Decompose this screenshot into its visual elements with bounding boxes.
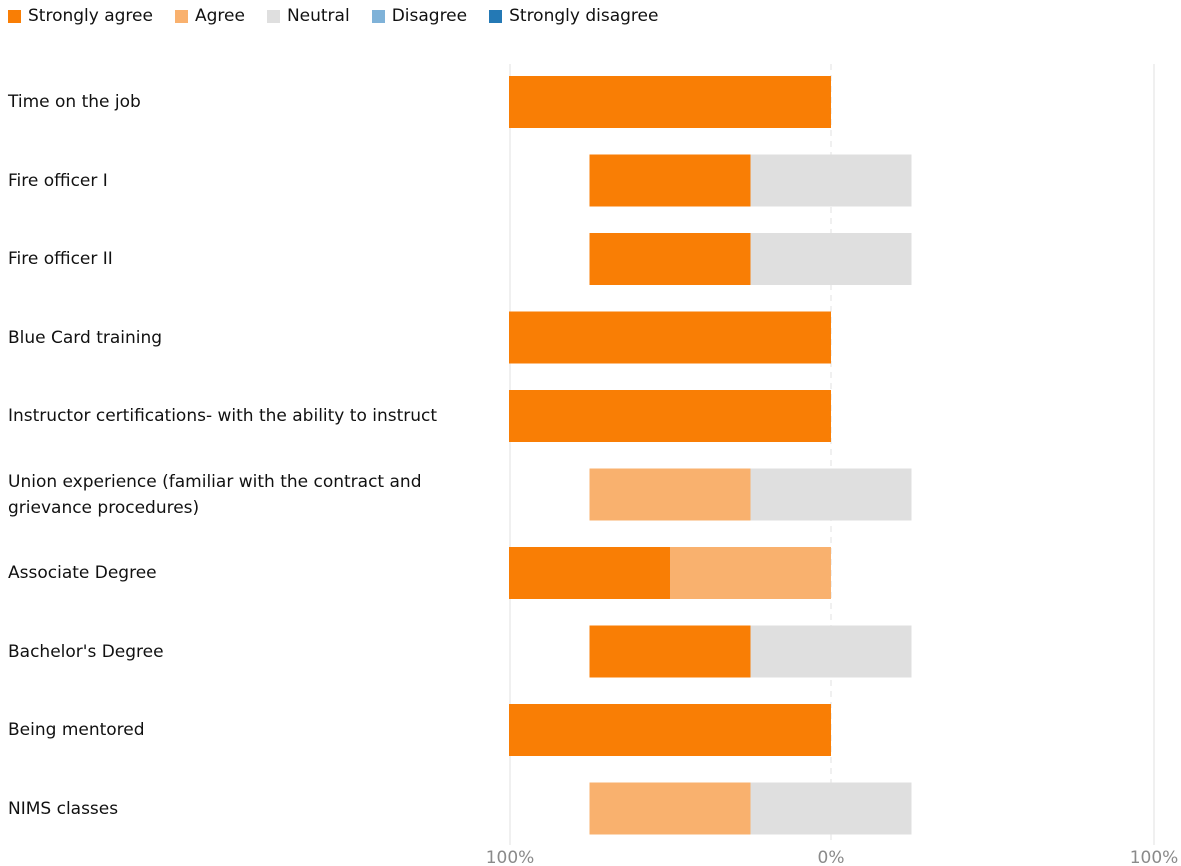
category-label: Instructor certifications- with the abil… [8,406,438,426]
bar-segment-strongly-agree[interactable] [509,76,831,128]
legend-item-disagree[interactable]: Disagree [371,6,468,26]
legend-item-strongly-disagree[interactable]: Strongly disagree [489,6,658,26]
legend-label-strongly-disagree: Strongly disagree [509,6,659,26]
bar-segment-strongly-agree[interactable] [589,625,751,678]
category-label: Fire officer I [8,170,108,191]
bar-segment-neutral[interactable] [750,154,912,207]
x-tick-label-right: 100% [1130,848,1179,866]
category-label: Union experience (familiar with the cont… [8,471,422,518]
legend-swatch-neutral [266,9,280,23]
bar-segment-neutral[interactable] [750,625,912,678]
bar-segment-agree[interactable] [589,782,751,835]
bar-segment-agree[interactable] [670,547,831,599]
bar-segment-strongly-agree[interactable] [509,390,831,442]
legend-swatch-agree [174,9,188,23]
category-label: Associate Degree [8,563,157,583]
legend-item-strongly-agree[interactable]: Strongly agree [8,6,153,26]
bar-segment-strongly-agree[interactable] [509,311,831,364]
category-label: Time on the job [8,92,141,112]
x-tick-label-left: 100% [486,848,535,866]
bar-segments [509,76,912,835]
legend-swatch-strongly-disagree [489,9,503,23]
legend-item-neutral[interactable]: Neutral [266,6,350,26]
category-label: Bachelor's Degree [8,641,164,662]
category-label: Fire officer II [8,249,113,269]
legend-label-disagree: Disagree [391,6,468,26]
bar-segment-agree[interactable] [589,468,751,521]
category-label: Being mentored [8,720,145,740]
bar-segment-neutral[interactable] [750,468,912,521]
legend-label-agree: Agree [194,6,245,26]
bar-segment-strongly-agree[interactable] [589,154,751,207]
bar-segment-strongly-agree[interactable] [509,704,831,756]
legend-item-agree[interactable]: Agree [174,6,245,26]
category-label: NIMS classes [8,798,119,819]
category-label: Blue Card training [8,327,163,348]
legend-swatch-disagree [371,9,385,23]
bar-segment-strongly-agree[interactable] [589,233,751,285]
bar-segment-neutral[interactable] [750,233,912,285]
x-tick-label-center: 0% [818,848,845,866]
bar-segment-strongly-agree[interactable] [509,547,670,599]
chart-legend: Strongly agree Agree Neutral Disagree St… [8,6,680,26]
legend-swatch-strongly-agree [8,9,21,23]
legend-label-neutral: Neutral [286,6,350,26]
legend-label-strongly-agree: Strongly agree [28,6,153,26]
bar-segment-neutral[interactable] [750,782,912,835]
